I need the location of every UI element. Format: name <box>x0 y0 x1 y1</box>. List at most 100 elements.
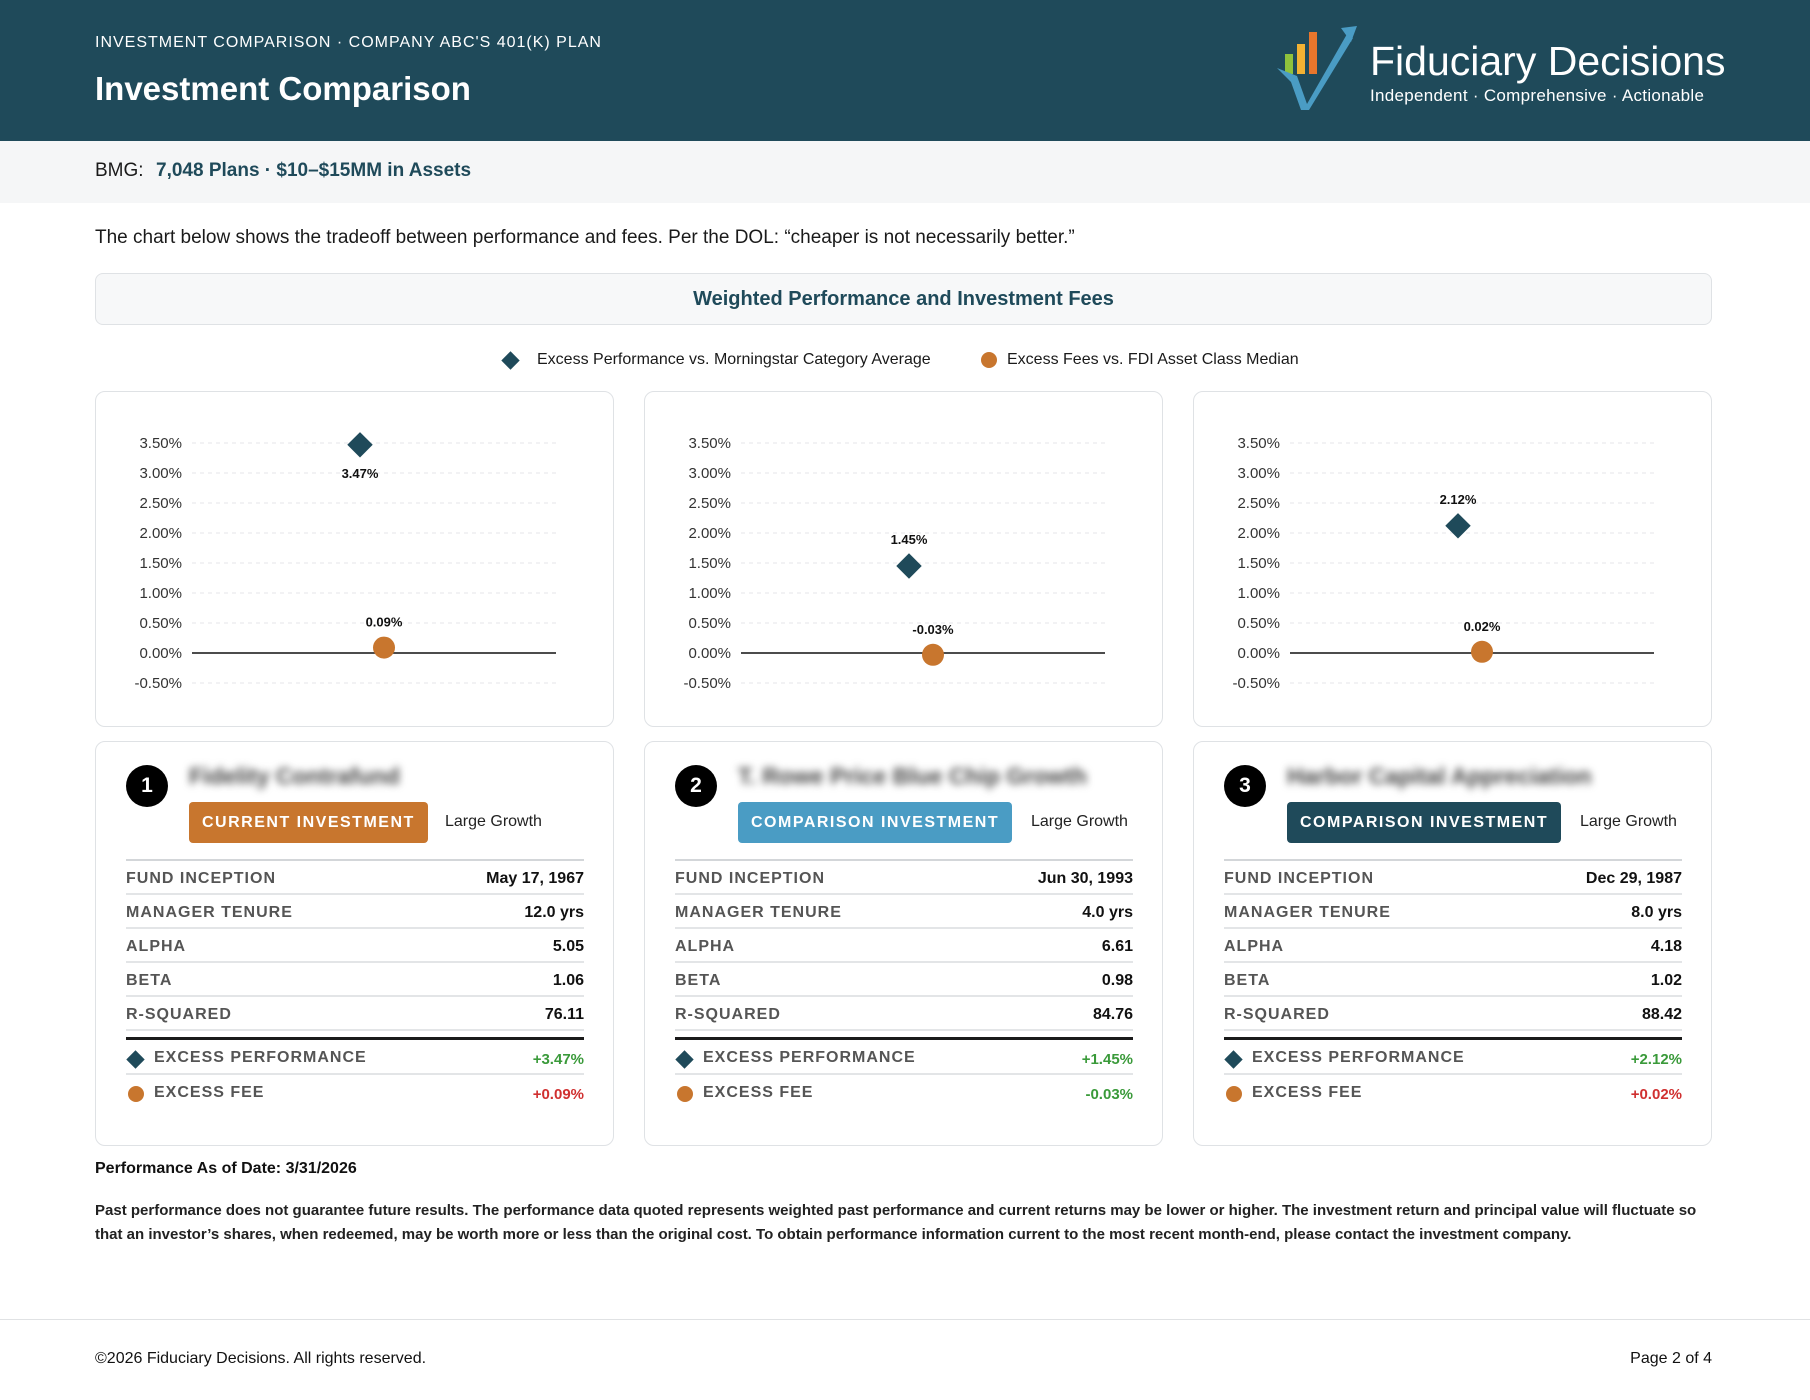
excess-fee-label: EXCESS FEE <box>154 1084 265 1101</box>
footer-copyright: ©2026 Fiduciary Decisions. All rights re… <box>95 1350 427 1367</box>
logo-name: Fiduciary Decisions <box>1370 38 1726 84</box>
stat-label: MANAGER TENURE <box>675 904 842 921</box>
stat-label: FUND INCEPTION <box>126 870 276 887</box>
y-tick-label: 1.50% <box>688 555 731 572</box>
stat-row: FUND INCEPTION May 17, 1967 <box>126 861 584 895</box>
y-tick-label: 2.00% <box>688 525 731 542</box>
y-tick-label: 2.50% <box>139 495 182 512</box>
fund-name: Fidelity Contrafund <box>189 763 400 789</box>
fund-card-2: 2 T. Rowe Price Blue Chip Growth COMPARI… <box>644 741 1163 1146</box>
excess-fee-label: EXCESS FEE <box>1252 1084 1363 1101</box>
fund-card-3: 3 Harbor Capital Appreciation COMPARISON… <box>1193 741 1712 1146</box>
fund-number-badge: 3 <box>1224 765 1266 807</box>
stat-label: MANAGER TENURE <box>126 904 293 921</box>
y-tick-label: 0.50% <box>1237 615 1280 632</box>
excess-performance-data-label: 3.47% <box>342 466 379 481</box>
fee-dot-icon <box>981 352 997 368</box>
y-tick-label: 2.00% <box>139 525 182 542</box>
page-title: Investment Comparison <box>95 70 471 107</box>
fee-dot-icon <box>677 1086 693 1102</box>
intro-text: The chart below shows the tradeoff betwe… <box>95 227 1075 248</box>
y-tick-label: 0.00% <box>688 645 731 662</box>
y-tick-label: -0.50% <box>683 675 731 692</box>
y-tick-label: 3.00% <box>688 465 731 482</box>
stat-value: Dec 29, 1987 <box>1585 870 1682 887</box>
excess-fee-row: EXCESS FEE +0.09% <box>126 1075 584 1110</box>
stat-value: 4.0 yrs <box>1082 904 1133 921</box>
chart-panel-3: 3.50% 3.00% 2.50% 2.00% 1.50% 1.00% 0.50% 0.00%… <box>1193 391 1712 727</box>
divider <box>1224 1037 1682 1040</box>
stat-row: ALPHA 4.18 <box>1224 929 1682 963</box>
y-tick-label: 3.50% <box>1237 435 1280 452</box>
excess-performance-point <box>1445 513 1471 539</box>
y-tick-label: 1.00% <box>139 585 182 602</box>
stat-row: R-SQUARED 88.42 <box>1224 997 1682 1031</box>
excess-performance-row: EXCESS PERFORMANCE +1.45% <box>675 1040 1133 1075</box>
legend-fees-label: Excess Fees vs. FDI Asset Class Median <box>1007 351 1299 368</box>
excess-fee-point <box>922 643 944 666</box>
fund-stats-table: FUND INCEPTION May 17, 1967 MANAGER TENUR… <box>126 859 584 1110</box>
excess-performance-point <box>347 432 373 458</box>
stat-label: BETA <box>1224 972 1271 989</box>
chart-panel-1: 3.50% 3.00% 2.50% 2.00% 1.50% 1.00% 0.50% 0.00%… <box>95 391 614 727</box>
y-tick-label: 1.00% <box>688 585 731 602</box>
stat-value: 4.18 <box>1650 938 1682 955</box>
fund-stats-table: FUND INCEPTION Jun 30, 1993 MANAGER TENUR… <box>675 859 1133 1110</box>
stat-value: 84.76 <box>1092 1006 1133 1023</box>
scatter-chart-1: 3.50% 3.00% 2.50% 2.00% 1.50% 1.00% 0.50% 0.00%… <box>134 432 556 692</box>
stat-label: MANAGER TENURE <box>1224 904 1391 921</box>
stat-row: FUND INCEPTION Dec 29, 1987 <box>1224 861 1682 895</box>
y-tick-label: 0.50% <box>688 615 731 632</box>
divider <box>675 1037 1133 1040</box>
page-number: Page 2 of 4 <box>1630 1350 1712 1367</box>
excess-fee-value: -0.03% <box>1085 1086 1133 1103</box>
stat-row: MANAGER TENURE 4.0 yrs <box>675 895 1133 929</box>
y-tick-label: 2.00% <box>1237 525 1280 542</box>
stat-value: 1.02 <box>1650 972 1682 989</box>
excess-fee-value: +0.02% <box>1630 1086 1682 1103</box>
disclaimer-text: Past performance does not guarantee futu… <box>95 1202 1697 1243</box>
excess-fee-data-label: 0.09% <box>366 615 403 630</box>
stat-value: May 17, 1967 <box>486 870 584 887</box>
performance-diamond-icon <box>126 1050 145 1069</box>
stat-label: R-SQUARED <box>1224 1006 1330 1023</box>
performance-diamond-icon <box>501 351 520 370</box>
excess-fee-point <box>1471 640 1493 663</box>
stat-value: 88.42 <box>1641 1006 1682 1023</box>
chart-title: Weighted Performance and Investment Fees <box>693 288 1114 310</box>
divider <box>1224 859 1682 861</box>
stat-row: BETA 1.06 <box>126 963 584 997</box>
y-tick-label: 2.50% <box>688 495 731 512</box>
excess-performance-row: EXCESS PERFORMANCE +3.47% <box>126 1040 584 1075</box>
bmg-strip: BMG: 7,048 Plans · $10–$15MM in Assets <box>0 141 1810 203</box>
logo-tagline: Independent · Comprehensive · Actionable <box>1370 86 1705 105</box>
performance-diamond-icon <box>1224 1050 1243 1069</box>
fund-category: Large Growth <box>1580 813 1677 830</box>
scatter-chart-3: 3.50% 3.00% 2.50% 2.00% 1.50% 1.00% 0.50% 0.00%… <box>1232 435 1654 692</box>
y-tick-label: 3.00% <box>1237 465 1280 482</box>
stat-label: R-SQUARED <box>126 1006 232 1023</box>
divider <box>126 859 584 861</box>
excess-performance-data-label: 1.45% <box>891 532 928 547</box>
scatter-chart-2: 3.50% 3.00% 2.50% 2.00% 1.50% 1.00% 0.50% 0.00%… <box>683 435 1105 692</box>
stat-label: R-SQUARED <box>675 1006 781 1023</box>
stat-label: ALPHA <box>675 938 736 955</box>
stat-value: 8.0 yrs <box>1631 904 1682 921</box>
stat-label: BETA <box>126 972 173 989</box>
footer-divider <box>0 1319 1810 1320</box>
excess-performance-point <box>896 553 922 579</box>
stat-row: R-SQUARED 84.76 <box>675 997 1133 1031</box>
stat-row: ALPHA 6.61 <box>675 929 1133 963</box>
stat-label: FUND INCEPTION <box>675 870 825 887</box>
y-tick-label: -0.50% <box>134 675 182 692</box>
excess-fee-row: EXCESS FEE -0.03% <box>675 1075 1133 1110</box>
brand-logo[interactable]: Fiduciary Decisions Independent · Compre… <box>1275 24 1725 114</box>
stat-row: ALPHA 5.05 <box>126 929 584 963</box>
bmg-value: 7,048 Plans · $10–$15MM in Assets <box>156 160 472 181</box>
excess-performance-label: EXCESS PERFORMANCE <box>703 1049 916 1066</box>
fund-card-1: 1 Fidelity Contrafund CURRENT INVESTMENT… <box>95 741 614 1146</box>
stat-row: MANAGER TENURE 8.0 yrs <box>1224 895 1682 929</box>
stat-row: R-SQUARED 76.11 <box>126 997 584 1031</box>
chart-panel-2: 3.50% 3.00% 2.50% 2.00% 1.50% 1.00% 0.50% 0.00%… <box>644 391 1163 727</box>
y-tick-label: 1.50% <box>139 555 182 572</box>
